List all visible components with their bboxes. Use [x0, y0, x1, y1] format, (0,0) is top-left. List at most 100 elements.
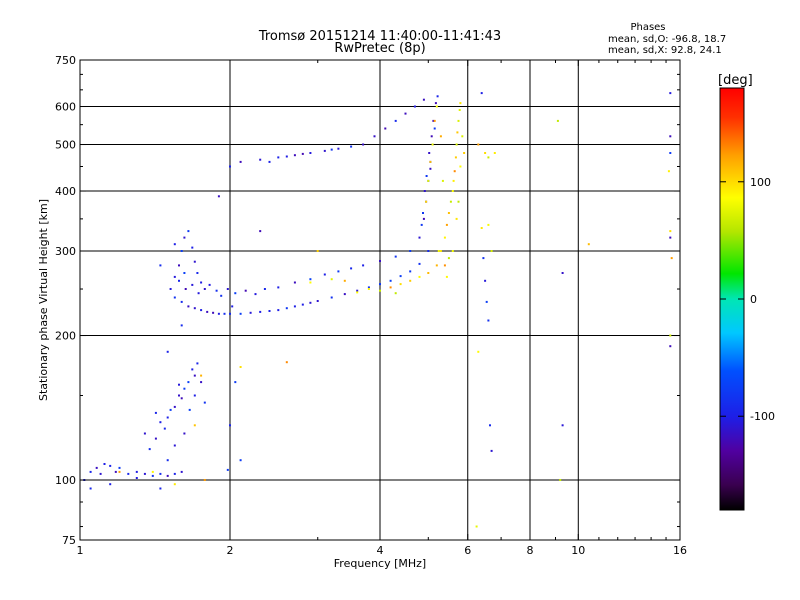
x-tick-label: 4	[377, 544, 384, 557]
x-mode-point	[487, 223, 490, 226]
o-mode-point	[200, 309, 203, 312]
x-mode-point	[445, 275, 448, 278]
x-mode-point	[461, 135, 464, 138]
y-tick-label: 600	[55, 101, 76, 114]
o-mode-point	[173, 405, 176, 408]
o-mode-point	[143, 472, 146, 475]
x-mode-point	[435, 264, 438, 267]
o-mode-point	[293, 154, 296, 157]
x-mode-point	[447, 257, 450, 260]
o-mode-point	[231, 305, 234, 308]
o-mode-point	[434, 102, 437, 105]
o-mode-point	[109, 483, 112, 486]
x-mode-point	[669, 334, 672, 337]
o-mode-point	[337, 147, 340, 150]
o-mode-point	[183, 272, 186, 274]
o-mode-point	[89, 487, 92, 490]
o-mode-point	[669, 152, 672, 154]
o-mode-point	[427, 250, 430, 252]
o-mode-point	[215, 289, 218, 292]
phases-o-stats: mean, sd,O: -96.8, 18.7	[608, 34, 726, 45]
o-mode-point	[180, 250, 183, 252]
o-mode-point	[159, 472, 162, 475]
o-mode-point	[178, 394, 180, 397]
o-mode-point	[669, 135, 672, 138]
o-mode-point	[394, 119, 397, 122]
colorbar-ticks: 100 0 -100	[720, 176, 775, 423]
x-mode-point	[669, 230, 672, 233]
o-mode-point	[350, 145, 353, 148]
o-mode-point	[187, 305, 190, 308]
x-mode-point	[487, 156, 490, 159]
o-mode-point	[180, 397, 183, 400]
o-mode-point	[337, 270, 340, 273]
o-mode-point	[187, 381, 190, 384]
o-mode-point	[330, 148, 333, 151]
o-mode-point	[379, 260, 381, 262]
o-mode-point	[301, 152, 304, 155]
o-mode-point	[259, 310, 262, 313]
x-mode-point	[394, 292, 397, 295]
x-mode-point	[452, 179, 455, 182]
o-mode-point	[135, 477, 138, 479]
plot-area: 1 2 4 6 8 10 16 75 100 200 300 400 500 600 750	[55, 54, 687, 557]
o-mode-point	[367, 286, 370, 289]
x-mode-point	[493, 152, 496, 154]
o-mode-point	[203, 401, 206, 404]
x-mode-point	[356, 291, 359, 294]
o-mode-point	[212, 311, 215, 314]
x-tick-label: 6	[464, 544, 471, 557]
x-mode-point	[458, 109, 461, 111]
x-mode-point	[193, 424, 196, 427]
o-mode-point	[173, 296, 176, 299]
o-mode-point	[196, 362, 199, 365]
o-mode-point	[154, 411, 157, 414]
o-mode-point	[422, 217, 425, 220]
o-mode-point	[191, 368, 194, 371]
x-mode-point	[200, 374, 203, 377]
x-mode-point	[453, 170, 456, 173]
o-mode-point	[485, 300, 488, 303]
o-mode-point	[480, 92, 483, 95]
x-mode-point	[439, 250, 442, 252]
o-mode-point	[268, 310, 271, 312]
x-mode-point	[443, 236, 446, 239]
o-mode-point	[197, 292, 200, 295]
y-tick-label: 500	[55, 139, 76, 152]
chart-title: Tromsø 20151214 11:40:00-11:41:43	[258, 29, 501, 44]
o-mode-point	[356, 289, 359, 292]
x-mode-point	[667, 170, 670, 173]
o-mode-point	[244, 289, 247, 292]
o-mode-point	[277, 309, 280, 312]
o-mode-point	[259, 230, 262, 233]
o-mode-point	[399, 275, 402, 278]
x-mode-point	[285, 361, 288, 364]
o-mode-point	[183, 432, 186, 435]
x-mode-point	[173, 483, 176, 486]
x-mode-point	[343, 279, 346, 282]
o-mode-point	[183, 387, 186, 390]
y-tick-label: 200	[55, 330, 76, 343]
y-axis-ticks: 75 100 200 300 400 500 600 750	[55, 54, 680, 547]
o-mode-point	[200, 281, 203, 284]
o-mode-point	[178, 264, 180, 267]
o-mode-point	[268, 160, 271, 163]
o-mode-point	[180, 470, 183, 473]
y-tick-label: 750	[55, 54, 76, 67]
x-mode-point	[456, 131, 459, 134]
o-mode-point	[330, 296, 333, 299]
o-mode-point	[373, 135, 376, 138]
x-mode-point	[437, 250, 440, 252]
o-mode-point	[362, 143, 365, 146]
x-mode-point	[425, 200, 428, 203]
o-mode-point	[178, 383, 180, 386]
o-mode-point	[422, 98, 425, 101]
o-mode-point	[154, 437, 157, 440]
o-mode-point	[173, 275, 176, 278]
o-mode-point	[489, 424, 491, 427]
o-mode-point	[173, 243, 176, 246]
o-mode-point	[169, 408, 172, 411]
o-mode-point	[422, 212, 424, 214]
o-mode-point	[362, 264, 365, 267]
o-mode-point	[409, 250, 412, 252]
